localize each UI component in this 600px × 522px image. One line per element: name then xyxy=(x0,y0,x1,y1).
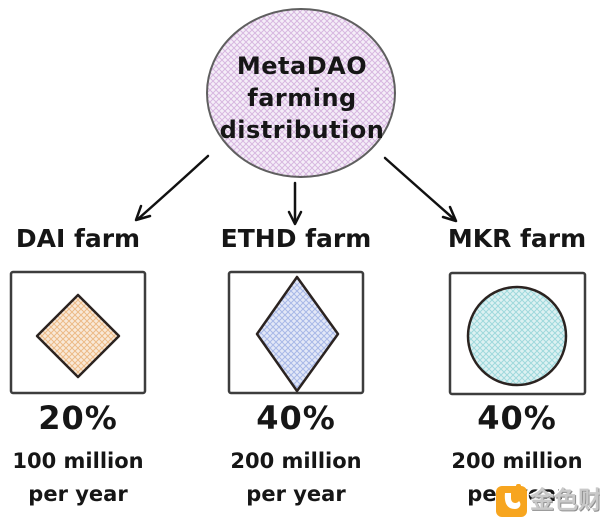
distribution-ellipse xyxy=(206,8,396,178)
ethd-farm-column: ETHD farm 40% 200 million per year xyxy=(218,0,374,522)
ethd-farm-title: ETHD farm xyxy=(220,224,372,253)
dai-farm-percent: 20% xyxy=(38,399,118,437)
watermark-text: 金色财经 xyxy=(530,486,600,514)
dai-farm-column: DAI farm 20% 100 million per year xyxy=(0,0,156,522)
watermark: 金色财经 xyxy=(496,484,600,517)
mkr-circle-shape xyxy=(466,285,568,387)
ethd-farm-percent: 40% xyxy=(256,399,336,437)
diagram-title: MetaDAO farming distribution xyxy=(219,52,385,144)
dai-diamond-shape xyxy=(35,293,121,379)
dai-farm-period: per year xyxy=(28,482,128,506)
arrow-to-dai-icon xyxy=(134,154,210,222)
dai-farm-amount: 100 million xyxy=(12,449,144,473)
ethd-farm-amount: 200 million xyxy=(230,449,362,473)
dai-farm-title: DAI farm xyxy=(15,224,141,253)
ethd-rhombus-shape xyxy=(255,275,340,393)
mkr-farm-amount: 200 million xyxy=(451,449,583,473)
arrow-to-ethd-icon xyxy=(287,181,303,226)
mkr-farm-percent: 40% xyxy=(477,399,557,437)
mkr-farm-column: MKR farm 40% 200 million per year xyxy=(439,0,595,522)
ethd-farm-period: per year xyxy=(246,482,346,506)
arrow-to-mkr-icon xyxy=(383,156,458,223)
watermark-logo-icon xyxy=(496,484,527,517)
mkr-farm-title: MKR farm xyxy=(447,224,587,253)
